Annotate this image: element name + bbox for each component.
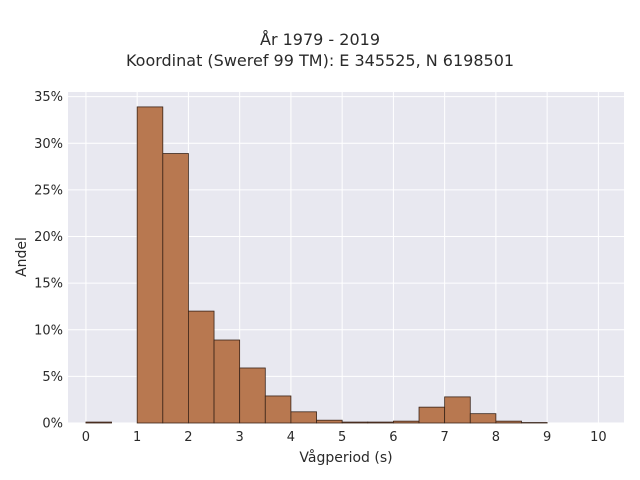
y-axis-ticks: 0% 5% 10% 15% 20% 25% 30% 35% [34,90,63,431]
x-tick-label: 3 [236,430,244,445]
x-axis-label: Vågperiod (s) [299,449,392,466]
histogram-bar [136,106,164,424]
x-tick-label: 6 [389,430,397,445]
histogram-bar [393,420,420,424]
histogram-bar [444,396,471,424]
chart-title-line-1: År 1979 - 2019 [260,30,380,49]
x-axis-ticks: 0 1 2 3 4 5 6 7 8 9 10 [82,430,607,445]
histogram-bar [239,367,266,424]
histogram-bar [418,406,446,424]
histogram-bar [341,421,369,424]
x-tick-label: 5 [338,430,346,445]
y-tick-label: 10% [34,323,63,338]
chart-title-line-2: Koordinat (Sweref 99 TM): E 345525, N 61… [125,51,515,70]
histogram-bar [495,420,522,424]
histogram-bar [213,339,241,424]
x-tick-label: 1 [133,430,141,445]
y-tick-label: 0% [42,417,63,432]
histogram-bar [188,310,215,424]
x-tick-label: 10 [590,430,607,445]
histogram-bar [367,421,394,424]
histogram-bars [85,106,548,424]
x-tick-label: 4 [287,430,295,445]
histogram-bar [290,411,317,424]
x-tick-label: 0 [82,430,90,445]
y-tick-label: 15% [34,277,63,292]
x-tick-label: 8 [492,430,500,445]
y-tick-label: 35% [34,90,63,105]
histogram-bar [85,421,112,424]
x-tick-label: 7 [441,430,449,445]
x-tick-label: 2 [184,430,192,445]
y-axis-label: Andel [14,237,30,277]
histogram-bar [316,419,343,424]
x-tick-label: 9 [543,430,551,445]
histogram-bar [469,413,497,424]
y-tick-label: 30% [34,137,63,152]
histogram-bar [162,153,189,424]
y-tick-label: 25% [34,183,63,198]
y-tick-label: 20% [34,230,63,245]
histogram-bar [264,395,292,424]
y-tick-label: 5% [42,370,63,385]
